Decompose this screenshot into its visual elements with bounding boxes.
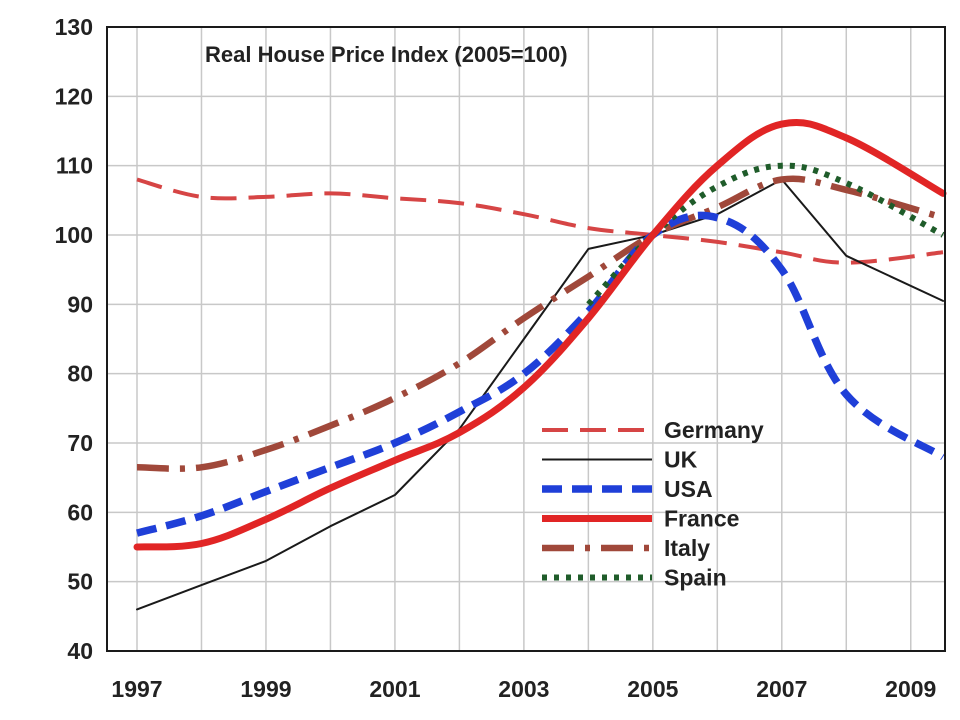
y-tick-label: 40: [67, 638, 93, 664]
legend-label-spain: Spain: [664, 565, 727, 591]
x-tick-label: 2001: [369, 676, 420, 702]
legend-label-italy: Italy: [664, 535, 710, 561]
x-tick-label: 2007: [756, 676, 807, 702]
x-tick-label: 2003: [498, 676, 549, 702]
grid: [107, 26, 945, 652]
series-line-germany: [136, 177, 944, 265]
plot-frame: [106, 26, 946, 652]
y-tick-label: 130: [55, 14, 93, 40]
y-tick-label: 70: [67, 430, 93, 456]
y-tick-label: 90: [67, 291, 93, 317]
x-tick-labels: 1997 1999 2001 2003 2005 2007 2009: [111, 676, 936, 702]
y-tick-label: 100: [55, 222, 93, 248]
legend-label-france: France: [664, 506, 739, 532]
series-layer: [133, 118, 947, 611]
y-tick-label: 50: [67, 569, 93, 595]
y-tick-label: 120: [55, 83, 93, 109]
x-tick-label: 1997: [111, 676, 162, 702]
y-tick-labels: 40 50 60 70 80 90 100 110 120 130: [55, 14, 93, 664]
x-tick-label: 2005: [627, 676, 678, 702]
y-tick-label: 80: [67, 361, 93, 387]
legend: Germany UK USA France Italy Spain: [542, 417, 764, 591]
y-tick-label: 110: [56, 153, 93, 179]
y-tick-label: 60: [67, 499, 93, 525]
chart-title: Real House Price Index (2005=100): [205, 42, 568, 67]
plot-background: [107, 27, 945, 651]
legend-label-uk: UK: [664, 447, 698, 473]
x-tick-label: 2009: [885, 676, 936, 702]
legend-label-usa: USA: [664, 476, 713, 502]
series-line-france: [133, 118, 947, 551]
legend-label-germany: Germany: [664, 417, 764, 443]
series-line-usa: [136, 211, 946, 537]
x-tick-label: 1999: [240, 676, 291, 702]
series-line-italy: [136, 175, 944, 472]
